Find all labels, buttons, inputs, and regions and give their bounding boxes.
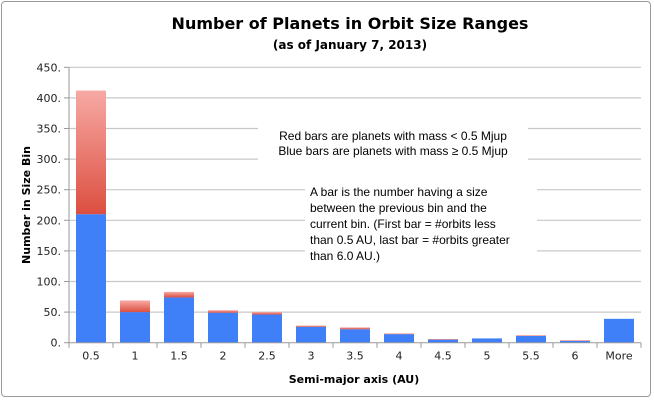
x-tick-label: 1.5 bbox=[170, 350, 188, 363]
bar-blue bbox=[296, 326, 326, 343]
bar-red bbox=[428, 339, 458, 340]
y-tick-label: 300. bbox=[37, 153, 62, 166]
x-tick-label: 2 bbox=[220, 350, 227, 363]
bar-blue bbox=[340, 329, 370, 343]
y-tick-label: 200. bbox=[37, 214, 62, 227]
y-tick-label: 250. bbox=[37, 184, 62, 197]
bar-blue bbox=[252, 314, 282, 343]
y-tick-label: 400. bbox=[37, 92, 62, 105]
bar-blue bbox=[384, 334, 414, 343]
bar-blue bbox=[208, 312, 238, 343]
bar-red bbox=[208, 310, 238, 313]
bar-blue bbox=[76, 214, 106, 343]
annotation-note-text: between the previous bin and the bbox=[310, 201, 487, 215]
annotation-background bbox=[305, 183, 537, 263]
x-tick-label: 2.5 bbox=[258, 350, 276, 363]
bar-blue bbox=[120, 312, 150, 343]
x-axis-label: Semi-major axis (AU) bbox=[289, 373, 419, 386]
bar-red bbox=[76, 90, 106, 215]
bar-blue bbox=[428, 339, 458, 343]
x-tick-label: 5.5 bbox=[522, 350, 540, 363]
bar-red bbox=[120, 300, 150, 313]
y-tick-label: 0. bbox=[51, 337, 62, 350]
x-tick-label: 4.5 bbox=[434, 350, 452, 363]
bar-blue bbox=[516, 335, 546, 343]
annotation-legend-text: Red bars are planets with mass < 0.5 Mju… bbox=[279, 129, 507, 143]
bar-red bbox=[340, 327, 370, 330]
bar-red bbox=[516, 335, 546, 336]
x-tick-label: 1 bbox=[132, 350, 139, 363]
annotation-note-text: than 6.0 AU.) bbox=[310, 249, 380, 263]
annotation-note-text: A bar is the number having a size bbox=[310, 185, 488, 199]
bar-red bbox=[560, 340, 590, 341]
bar-red bbox=[296, 325, 326, 327]
y-tick-label: 450. bbox=[37, 61, 62, 74]
y-tick-label: 150. bbox=[37, 245, 62, 258]
bar-blue bbox=[604, 318, 634, 343]
y-tick-label: 100. bbox=[37, 276, 62, 289]
bar-blue bbox=[560, 340, 590, 343]
chart-title: Number of Planets in Orbit Size Ranges bbox=[172, 14, 529, 33]
x-tick-label: 5 bbox=[484, 350, 491, 363]
y-tick-label: 350. bbox=[37, 123, 62, 136]
chart-subtitle: (as of January 7, 2013) bbox=[273, 38, 427, 52]
bar-red bbox=[384, 333, 414, 335]
annotation-note-text: than 0.5 AU, last bar = #orbits greater bbox=[310, 233, 510, 247]
y-axis-label: Number in Size Bin bbox=[20, 146, 33, 264]
bar-blue bbox=[164, 297, 194, 343]
x-tick-label: More bbox=[605, 350, 633, 363]
annotation-background bbox=[258, 125, 528, 160]
bar-blue bbox=[472, 338, 502, 343]
x-tick-label: 3.5 bbox=[346, 350, 364, 363]
annotation-note-text: current bin. (First bar = #orbits less bbox=[310, 217, 496, 231]
y-tick-label: 50. bbox=[44, 306, 62, 319]
bar-red bbox=[252, 312, 282, 315]
annotation-legend-text: Blue bars are planets with mass ≥ 0.5 Mj… bbox=[278, 144, 508, 158]
x-tick-label: 0.5 bbox=[82, 350, 100, 363]
x-tick-label: 6 bbox=[572, 350, 579, 363]
x-tick-label: 4 bbox=[396, 350, 403, 363]
bar-red bbox=[164, 291, 194, 298]
x-tick-label: 3 bbox=[308, 350, 315, 363]
